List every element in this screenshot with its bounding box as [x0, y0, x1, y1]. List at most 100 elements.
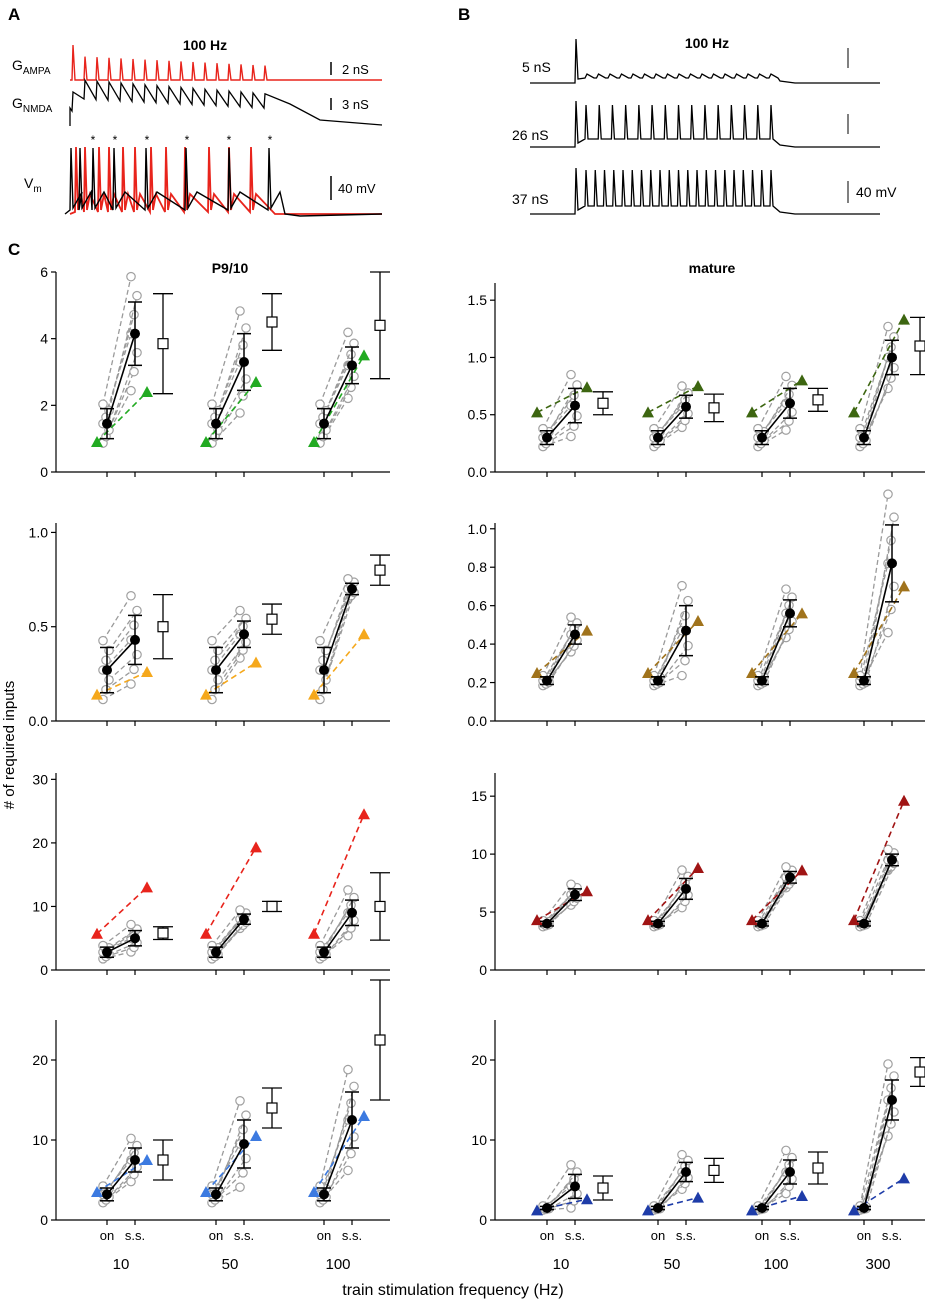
y-tick-label: 0.8: [468, 559, 488, 575]
cell-line: [319, 1119, 349, 1195]
mean-line: [863, 563, 893, 681]
cell-ss-circle: [566, 879, 576, 890]
panel-b-traces: 100 Hz 5 nS 26 nS 37 nS 40 mV: [512, 35, 897, 215]
mean-ss-dot: [785, 1167, 795, 1177]
model-line: [313, 633, 365, 696]
model-ss-triangle: [141, 386, 153, 397]
mean-ss-dot: [785, 398, 795, 409]
model-line: [96, 391, 148, 443]
mean-line: [215, 361, 245, 424]
cell-on-circle: [855, 423, 865, 434]
mean-on-dot: [102, 947, 112, 958]
model-ss-triangle: [358, 349, 370, 361]
gampa-trace: [70, 44, 382, 81]
cell-line: [757, 588, 787, 676]
cell-line: [108, 654, 138, 681]
column-title-p9-10: P9/10: [212, 260, 249, 276]
chart-r1-right: 0.0 0.5 1.0 1.5: [468, 283, 925, 480]
cell-ss-circle: [677, 865, 687, 875]
cell-ss-circle: [349, 1081, 359, 1092]
cell-line: [108, 942, 138, 956]
cell-line: [214, 924, 244, 958]
y-tick-label: 1.5: [468, 292, 488, 308]
mean-on-dot: [757, 432, 767, 443]
cell-line: [319, 1169, 349, 1204]
cell-ss-circle: [343, 327, 353, 338]
cell-on-circle: [210, 655, 220, 666]
x-axis-label: train stimulation frequency (Hz): [342, 1282, 563, 1299]
mean-on-dot: [757, 1203, 767, 1213]
cell-ss-circle: [235, 1096, 245, 1106]
model-ss-triangle: [898, 1172, 910, 1184]
group-10: [531, 612, 593, 691]
cell-ss-circle: [343, 885, 353, 895]
cell-ss-circle: [566, 431, 576, 442]
cell-line: [865, 863, 895, 925]
x-group-label: 100: [763, 1256, 788, 1273]
mean-on-dot: [859, 432, 869, 443]
panel-label-a: A: [8, 5, 21, 24]
chart-r4-left: 0 10 20 on s.s. 10 on s.s. 50 on s.s. 100: [32, 979, 390, 1273]
y-tick-label: 2: [40, 397, 48, 413]
mean-ss-dot: [239, 357, 249, 367]
cell-line: [211, 1186, 241, 1204]
mean-on-dot: [211, 418, 221, 429]
group-10: [531, 369, 613, 452]
model-ss-triangle: [796, 864, 808, 876]
chart-r2-left: 0.0 0.5 1.0: [29, 523, 390, 729]
model-ss-triangle: [898, 580, 910, 592]
cell-ss-circle: [132, 649, 142, 660]
model-on-triangle: [848, 1204, 860, 1216]
model-on-triangle: [200, 927, 212, 939]
cell-line: [763, 621, 793, 683]
cell-ss-circle: [235, 605, 245, 616]
box-marker: [812, 394, 824, 406]
cell-line: [659, 1177, 689, 1210]
cell-line: [325, 897, 355, 949]
cell-ss-circle: [235, 408, 245, 418]
cell-ss-circle: [126, 590, 136, 601]
cell-line: [105, 1173, 135, 1201]
cell-line: [105, 933, 135, 951]
cell-line: [325, 1136, 355, 1198]
mean-on-dot: [653, 1203, 663, 1213]
cell-line: [859, 849, 889, 921]
mean-ss-dot: [347, 907, 357, 918]
model-ss-triangle: [692, 1191, 704, 1203]
cell-ss-circle: [346, 1098, 356, 1108]
mean-line: [761, 402, 791, 439]
model-ss-triangle: [250, 841, 262, 853]
vm-trace-26ns: [530, 100, 880, 148]
mean-ss-dot: [347, 360, 357, 371]
mean-on-dot: [653, 918, 663, 929]
x-tick-label-on: on: [540, 1228, 554, 1243]
model-on-triangle: [200, 436, 212, 447]
chart-r3-left: 0 10 20 30: [32, 771, 390, 978]
cell-on-circle: [207, 399, 217, 409]
spike-star: *: [113, 133, 118, 147]
cell-line: [102, 639, 132, 671]
box-marker: [157, 621, 169, 633]
cell-line: [757, 1193, 787, 1211]
y-tick-label: 20: [32, 1052, 48, 1068]
cell-line: [656, 419, 686, 445]
cell-line: [542, 405, 572, 439]
box-marker: [708, 1164, 720, 1177]
cell-ss-circle: [126, 385, 136, 396]
x-tick-label-ss: s.s.: [125, 1228, 145, 1243]
cell-line: [217, 1114, 247, 1190]
cell-ss-circle: [126, 919, 136, 930]
cell-on-circle: [98, 635, 108, 646]
box-marker: [266, 316, 278, 328]
x-tick-label-on: on: [651, 1228, 665, 1243]
mean-line: [215, 1143, 245, 1195]
box-marker: [914, 1066, 925, 1078]
box-marker: [597, 1182, 609, 1194]
cell-line: [325, 592, 355, 681]
y-tick-label: 30: [32, 771, 48, 787]
cell-line: [102, 1138, 132, 1187]
y-tick-label: 0: [479, 1212, 487, 1228]
cell-line: [322, 595, 352, 690]
cell-line: [865, 367, 895, 441]
cell-line: [653, 385, 683, 430]
